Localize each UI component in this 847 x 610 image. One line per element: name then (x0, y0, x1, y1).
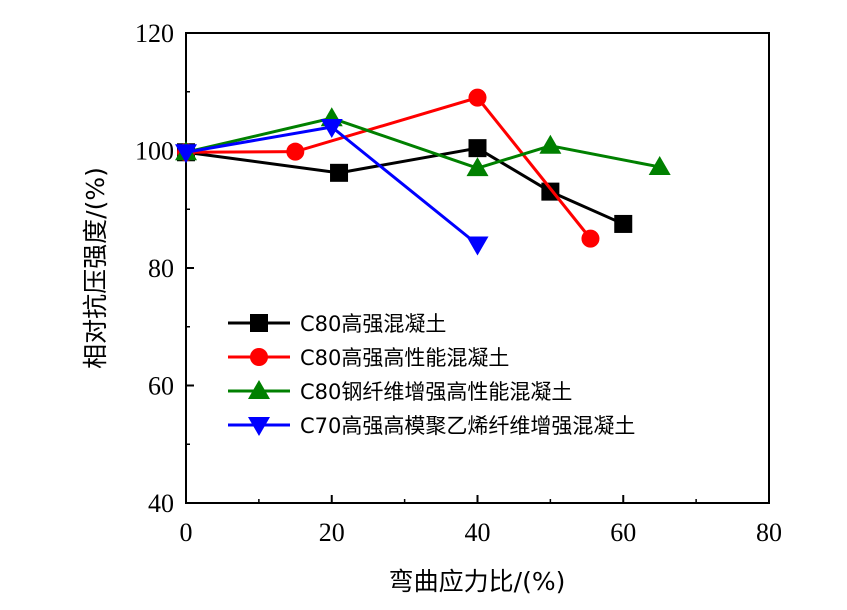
y-tick-label: 120 (135, 19, 174, 48)
y-tick-label: 40 (148, 489, 174, 518)
y-tick-label: 100 (135, 137, 174, 166)
legend-item: C80高强高性能混凝土 (228, 346, 509, 370)
x-tick-label: 80 (756, 518, 782, 547)
x-tick-label: 20 (319, 518, 345, 547)
data-point (320, 119, 343, 138)
x-tick-label: 40 (465, 518, 491, 547)
x-tick-label: 0 (180, 518, 193, 547)
data-point (539, 134, 562, 154)
data-point (648, 155, 671, 175)
data-point (175, 144, 197, 164)
y-axis-title: 相对抗压强度/(%) (81, 167, 110, 369)
series-line (185, 125, 479, 246)
legend-label: C80高强混凝土 (300, 312, 446, 336)
data-point (466, 157, 489, 177)
data-point (468, 88, 487, 107)
data-point (614, 214, 633, 233)
y-tick-label: 80 (148, 254, 174, 283)
legend-item: C80钢纤维增强高性能混凝土 (228, 380, 572, 404)
x-axis-title: 弯曲应力比/(%) (389, 567, 566, 596)
legend-marker (250, 348, 268, 366)
data-point (286, 142, 305, 161)
y-tick-label: 60 (148, 372, 174, 401)
legend-item: C80高强混凝土 (228, 312, 446, 336)
data-point (330, 163, 349, 182)
series-layer (175, 88, 671, 256)
legend-marker (248, 380, 270, 399)
data-point (466, 236, 489, 256)
series-line (185, 95, 592, 240)
data-point (468, 139, 487, 158)
legend: C80高强混凝土 C80高强高性能混凝土 C80钢纤维增强高性能混凝土 C70高强高模… (228, 312, 635, 438)
legend-label: C80钢纤维增强高性能混凝土 (300, 380, 572, 404)
data-point (581, 229, 600, 248)
legend-label: C70高强高模聚乙烯纤维增强混凝土 (300, 414, 635, 438)
series-2 (177, 88, 600, 248)
ticks: 0 20 40 60 80 40 60 80 100 120 (135, 19, 782, 547)
series-4 (175, 119, 489, 256)
legend-item: C70高强高模聚乙烯纤维增强混凝土 (228, 414, 635, 438)
legend-marker (250, 314, 268, 332)
legend-label: C80高强高性能混凝土 (300, 346, 509, 370)
x-tick-label: 60 (610, 518, 636, 547)
legend-marker (248, 417, 270, 436)
